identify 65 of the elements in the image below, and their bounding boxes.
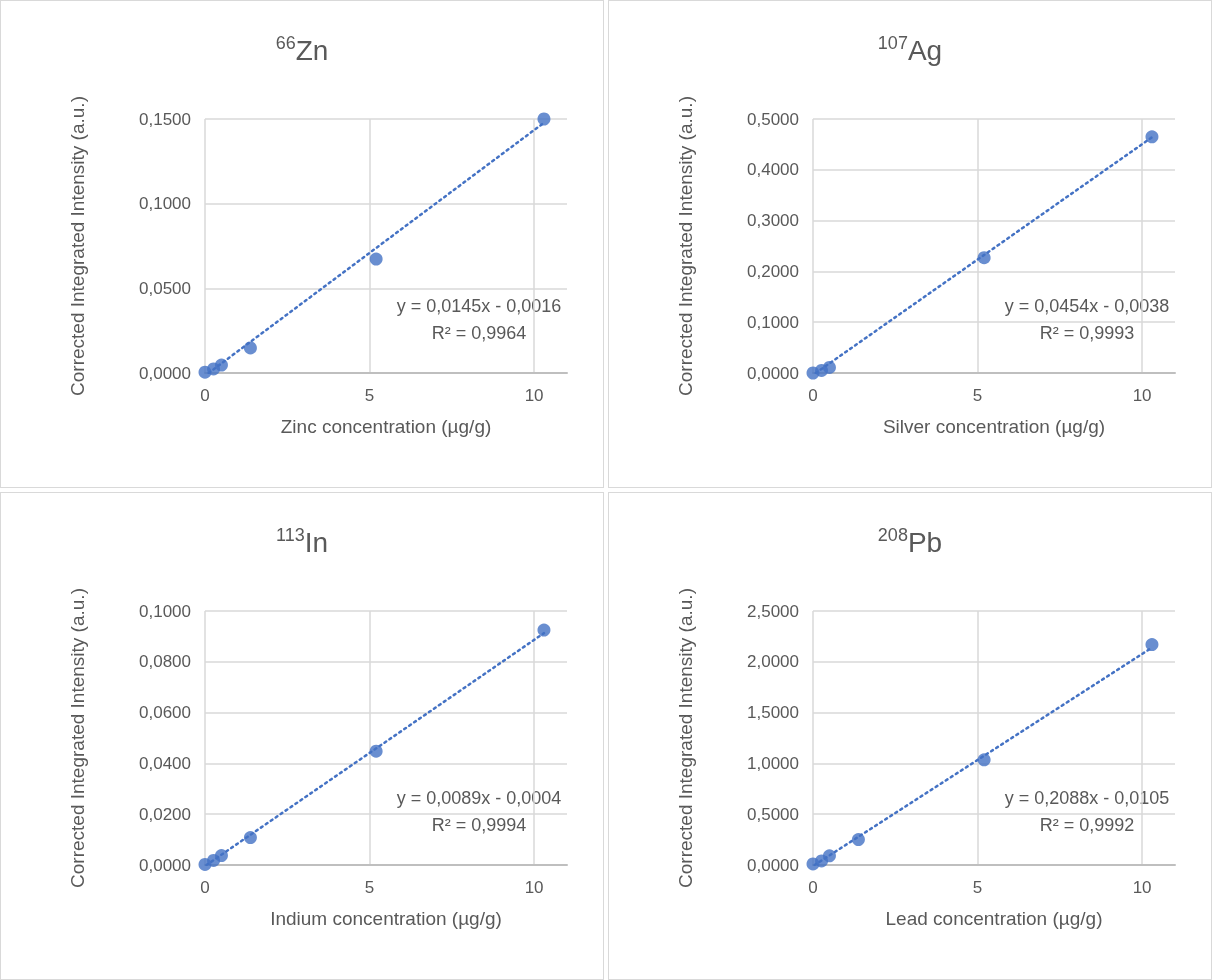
point <box>977 251 991 265</box>
x-tick-label: 5 <box>364 878 375 897</box>
point <box>243 341 257 355</box>
annotation: y = 0,0454x - 0,0038 <box>1004 296 1170 316</box>
point <box>537 623 551 637</box>
y-axis-title: Corrected Integrated Intensity (a.u.) <box>675 96 696 396</box>
annotation: y = 0,2088x - 0,0105 <box>1004 788 1170 808</box>
y-tick-label: 0,0800 <box>139 652 191 672</box>
x-axis-title: Indium concentration (µg/g) <box>270 908 502 929</box>
x-tick-label: 10 <box>1132 878 1152 897</box>
x-tick-label: 5 <box>972 878 983 897</box>
y-tick-label: 0,2000 <box>747 261 799 281</box>
x-tick-label: 0 <box>200 386 210 405</box>
x-tick-label: 0 <box>808 878 818 897</box>
x-tick-label: 0 <box>808 386 818 405</box>
x-tick-label: 10 <box>524 386 544 405</box>
y-tick-label: 2,5000 <box>747 601 799 621</box>
y-tick-label: 0,0000 <box>139 363 191 383</box>
annotation: y = 0,0089x - 0,0004 <box>396 788 562 808</box>
x-tick-label: 5 <box>972 386 983 405</box>
point <box>369 744 383 758</box>
y-tick-label: 0,0000 <box>747 855 799 875</box>
point <box>822 849 836 863</box>
y-tick-label: 0,0500 <box>139 278 191 298</box>
point <box>243 831 257 845</box>
y-axis-title: Corrected Integrated Intensity (a.u.) <box>67 588 88 888</box>
annotation: y = 0,0145x - 0,0016 <box>396 296 562 316</box>
x-tick-label: 10 <box>524 878 544 897</box>
annotation: R² = 0,9994 <box>431 815 527 835</box>
annotation: R² = 0,9964 <box>431 323 527 343</box>
x-tick-label: 5 <box>364 386 375 405</box>
point <box>214 358 228 372</box>
y-tick-label: 0,0400 <box>139 753 191 773</box>
y-axis-title: Corrected Integrated Intensity (a.u.) <box>675 588 696 888</box>
y-axis-title: Corrected Integrated Intensity (a.u.) <box>67 96 88 396</box>
x-axis-title: Silver concentration (µg/g) <box>882 416 1106 437</box>
y-tick-label: 0,5000 <box>747 804 799 824</box>
y-tick-label: 0,0200 <box>139 804 191 824</box>
y-tick-label: 0,0600 <box>139 703 191 723</box>
y-tick-label: 0,1000 <box>747 312 799 332</box>
x-tick-label: 0 <box>200 878 210 897</box>
x-axis-title: Lead concentration (µg/g) <box>885 908 1103 929</box>
annotation: R² = 0,9992 <box>1039 815 1135 835</box>
y-tick-label: 1,5000 <box>747 703 799 723</box>
y-tick-label: 0,1000 <box>139 601 191 621</box>
point <box>1145 638 1159 652</box>
y-tick-label: 0,3000 <box>747 211 799 231</box>
point <box>214 849 228 863</box>
x-tick-label: 10 <box>1132 386 1152 405</box>
point <box>977 753 991 767</box>
annotation: R² = 0,9993 <box>1039 323 1135 343</box>
y-tick-label: 0,1500 <box>139 109 191 129</box>
x-axis-title: Zinc concentration (µg/g) <box>280 416 492 437</box>
y-tick-label: 0,1000 <box>139 194 191 214</box>
point <box>851 833 865 847</box>
y-tick-label: 0,4000 <box>747 160 799 180</box>
y-tick-label: 1,0000 <box>747 753 799 773</box>
point <box>537 112 551 126</box>
y-tick-label: 0,0000 <box>747 363 799 383</box>
y-tick-label: 0,0000 <box>139 855 191 875</box>
y-tick-label: 2,0000 <box>747 652 799 672</box>
y-tick-label: 0,5000 <box>747 109 799 129</box>
point <box>1145 130 1159 144</box>
point <box>822 360 836 374</box>
point <box>369 252 383 266</box>
